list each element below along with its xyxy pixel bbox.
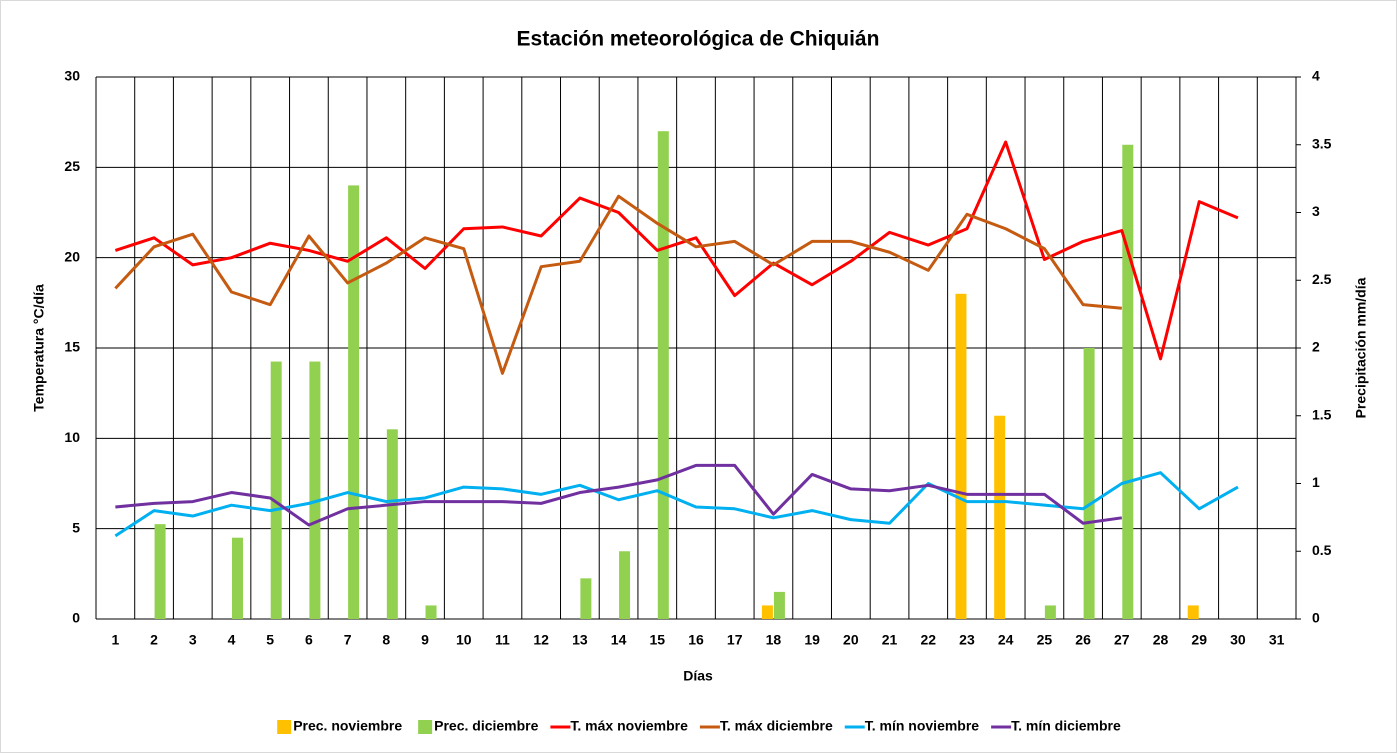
legend-label: T. mín noviembre [865, 718, 980, 734]
x-tick-label: 6 [305, 632, 313, 648]
x-tick-label: 18 [766, 632, 782, 648]
line-series [114, 194, 1122, 375]
legend-item: T. mín diciembre [991, 718, 1121, 734]
y2-tick-label: 1 [1312, 474, 1320, 490]
bar [761, 605, 773, 619]
legend-item: Prec. diciembre [418, 718, 539, 734]
bar [348, 185, 360, 619]
x-tick-label: 22 [920, 632, 936, 648]
bar [1083, 348, 1095, 619]
x-tick-label: 24 [998, 632, 1014, 648]
legend-item: T. mín noviembre [844, 718, 980, 734]
bar [231, 537, 243, 619]
y2-tick-label: 0 [1312, 610, 1320, 626]
bar [994, 415, 1006, 619]
x-tick-label: 25 [1037, 632, 1053, 648]
x-tick-label: 31 [1269, 632, 1285, 648]
legend-item: T. máx noviembre [550, 718, 688, 734]
x-tick-label: 21 [882, 632, 898, 648]
x-tick-label: 30 [1230, 632, 1246, 648]
x-tick-label: 11 [495, 632, 510, 648]
x-tick-label: 7 [344, 632, 352, 648]
legend-label: T. máx noviembre [570, 718, 688, 734]
y2-axis-label: Precipitación mm/día [1353, 277, 1369, 418]
line-series [115, 463, 1123, 527]
x-tick-label: 9 [421, 632, 429, 648]
legend-label: Prec. diciembre [434, 718, 538, 734]
bar [386, 429, 398, 619]
x-tick-label: 16 [688, 632, 704, 648]
bar [270, 361, 282, 619]
x-tick-label: 2 [150, 632, 158, 648]
x-tick-label: 27 [1114, 632, 1130, 648]
x-tick-label: 8 [382, 632, 390, 648]
x-tick-label: 10 [456, 632, 472, 648]
bar [309, 361, 321, 619]
x-tick-label: 23 [959, 632, 975, 648]
x-tick-label: 12 [533, 632, 549, 648]
x-tick-label: 19 [804, 632, 820, 648]
bar [1122, 144, 1134, 619]
y-tick-label: 20 [64, 248, 80, 264]
legend-item: T. máx diciembre [699, 718, 833, 734]
x-tick-label: 29 [1191, 632, 1207, 648]
x-tick-label: 1 [111, 632, 119, 648]
legend-swatch [418, 720, 433, 734]
bar [154, 524, 166, 619]
y2-tick-label: 2 [1312, 339, 1320, 355]
y-tick-label: 10 [64, 429, 80, 445]
bar [619, 551, 631, 619]
y-tick-label: 30 [64, 68, 80, 84]
bar [1187, 605, 1199, 619]
chart-title: Estación meteorológica de Chiquián [517, 28, 880, 51]
x-tick-label: 13 [572, 632, 588, 648]
bar [425, 605, 437, 619]
y2-tick-label: 1.5 [1312, 406, 1332, 422]
bar [773, 591, 785, 619]
legend-label: T. mín diciembre [1011, 718, 1121, 734]
y2-tick-label: 3.5 [1312, 135, 1332, 151]
y-tick-label: 0 [72, 610, 80, 626]
x-tick-label: 28 [1153, 632, 1169, 648]
bar [657, 131, 669, 619]
legend-label: T. máx diciembre [720, 718, 833, 734]
legend-swatch [277, 720, 292, 734]
legend-item: Prec. noviembre [277, 718, 402, 734]
bar [955, 293, 967, 619]
y2-tick-label: 0.5 [1312, 542, 1332, 558]
x-tick-label: 26 [1075, 632, 1091, 648]
x-tick-label: 20 [843, 632, 859, 648]
y-tick-label: 5 [72, 519, 80, 535]
line-series [114, 471, 1239, 538]
x-tick-label: 3 [189, 632, 197, 648]
y-tick-label: 15 [64, 339, 80, 355]
y2-tick-label: 2.5 [1312, 271, 1332, 287]
x-tick-label: 4 [228, 632, 236, 648]
x-tick-label: 14 [611, 632, 627, 648]
x-axis-label: Días [683, 668, 713, 684]
y2-tick-label: 4 [1312, 68, 1320, 84]
legend-label: Prec. noviembre [293, 718, 402, 734]
x-tick-label: 15 [650, 632, 666, 648]
y-axis-label: Temperatura °C/día [31, 284, 47, 412]
x-tick-label: 17 [727, 632, 743, 648]
y2-tick-label: 3 [1312, 203, 1320, 219]
x-tick-label: 5 [266, 632, 274, 648]
bar [580, 578, 592, 619]
bar [1044, 605, 1056, 619]
y-tick-label: 25 [64, 158, 80, 174]
